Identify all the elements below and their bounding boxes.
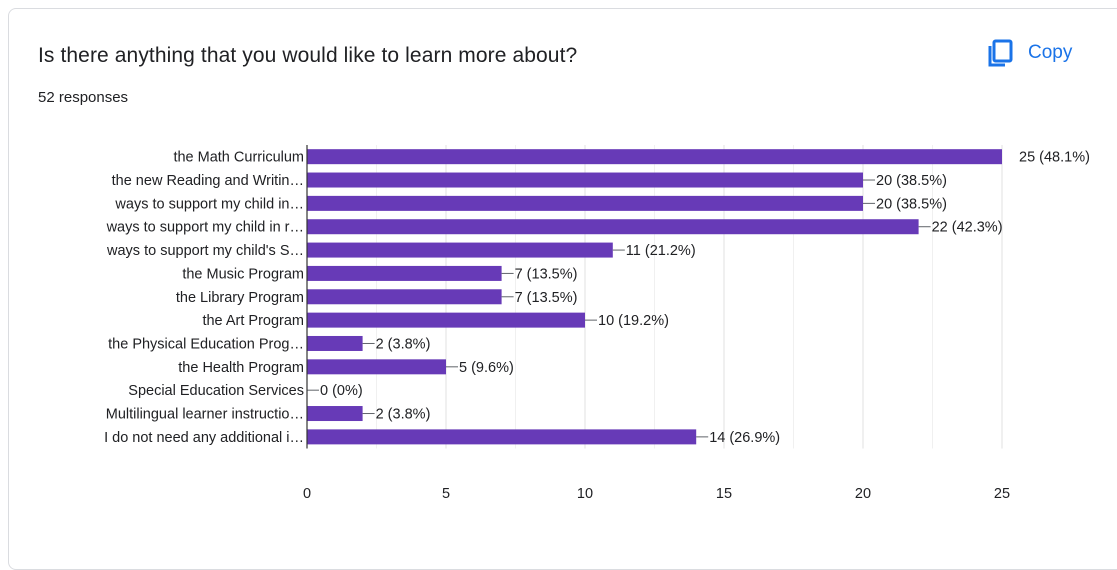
category-label: the Math Curriculum bbox=[173, 150, 304, 166]
bar-chart: the Math Curriculum 25 (48.1%) the new Rea… bbox=[104, 145, 1090, 502]
category-label: I do not need any additional i… bbox=[104, 430, 304, 446]
data-label: 20 (38.5%) bbox=[876, 173, 947, 189]
category-label: the Art Program bbox=[202, 313, 304, 329]
data-label: 25 (48.1%) bbox=[1019, 150, 1090, 166]
data-label: 7 (13.5%) bbox=[515, 266, 578, 282]
bar bbox=[307, 312, 585, 328]
question-title: Is there anything that you would like to… bbox=[38, 44, 578, 67]
response-count: 52 responses bbox=[38, 89, 129, 106]
data-label: 14 (26.9%) bbox=[709, 430, 780, 446]
copy-icon bbox=[988, 39, 1013, 67]
copy-button[interactable]: Copy bbox=[986, 38, 1072, 68]
x-tick-label: 20 bbox=[855, 486, 871, 502]
data-label: 2 (3.8%) bbox=[376, 336, 431, 352]
category-label: Multilingual learner instructio… bbox=[106, 407, 304, 423]
x-tick-label: 15 bbox=[716, 486, 732, 502]
data-label: 11 (21.2%) bbox=[626, 243, 696, 259]
bar bbox=[307, 406, 363, 422]
data-label: 5 (9.6%) bbox=[459, 360, 514, 376]
bar bbox=[307, 219, 919, 235]
data-label: 0 (0%) bbox=[320, 383, 363, 399]
data-label: 7 (13.5%) bbox=[515, 290, 578, 306]
bar bbox=[307, 289, 502, 305]
bar bbox=[307, 359, 446, 375]
x-tick-label: 5 bbox=[442, 486, 450, 502]
category-label: the Library Program bbox=[176, 290, 304, 306]
category-label: the new Reading and Writin… bbox=[112, 173, 304, 189]
copy-label: Copy bbox=[1028, 42, 1073, 63]
bar bbox=[307, 335, 363, 351]
bar bbox=[307, 242, 613, 258]
x-tick-label: 0 bbox=[303, 486, 311, 502]
data-label: 20 (38.5%) bbox=[876, 196, 947, 212]
data-label: 22 (42.3%) bbox=[932, 220, 1003, 236]
category-label: Special Education Services bbox=[128, 383, 304, 399]
category-label: the Health Program bbox=[178, 360, 304, 376]
x-tick-label: 25 bbox=[994, 486, 1010, 502]
bar bbox=[307, 149, 1002, 165]
bar bbox=[307, 195, 863, 211]
bar bbox=[307, 172, 863, 188]
category-label: ways to support my child's S… bbox=[106, 243, 304, 259]
x-tick-label: 10 bbox=[577, 486, 593, 502]
category-label: ways to support my child in… bbox=[114, 196, 304, 212]
category-label: ways to support my child in r… bbox=[106, 220, 304, 236]
bar bbox=[307, 265, 502, 281]
category-label: the Physical Education Prog… bbox=[108, 336, 304, 352]
data-label: 2 (3.8%) bbox=[376, 407, 431, 423]
category-label: the Music Program bbox=[182, 266, 304, 282]
bar bbox=[307, 429, 697, 445]
data-label: 10 (19.2%) bbox=[598, 313, 669, 329]
